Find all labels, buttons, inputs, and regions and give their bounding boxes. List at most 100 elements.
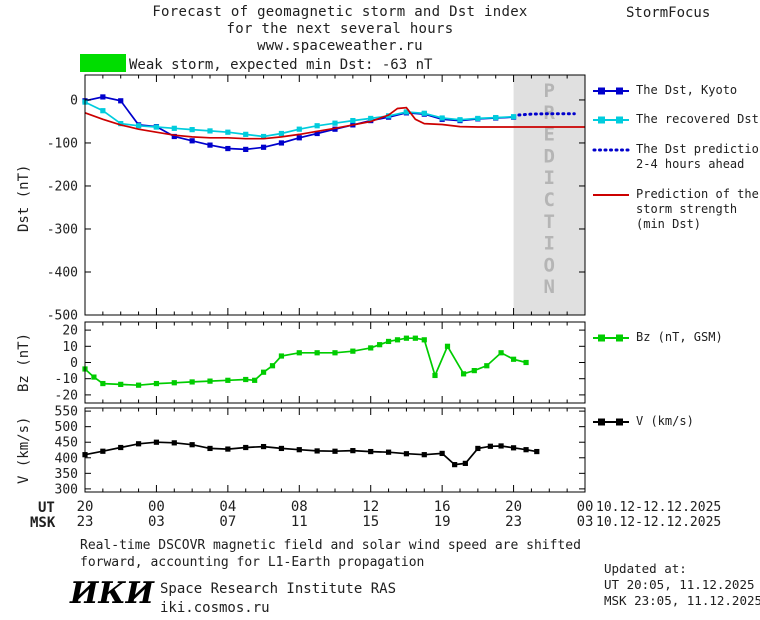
bz-marker <box>135 382 142 388</box>
recovered-dst-line-icon <box>593 116 629 124</box>
bz-marker <box>460 371 467 377</box>
dst-kyoto-marker <box>296 135 302 141</box>
v-marker <box>439 450 445 457</box>
v-line <box>84 441 537 466</box>
ut-tick-label: 20 <box>77 499 94 515</box>
bz-plot-border <box>84 321 586 404</box>
v-marker <box>260 443 267 450</box>
bz-marker <box>207 378 213 384</box>
recovered-dst-marker <box>260 133 267 140</box>
ut-tick-label: 08 <box>291 499 308 515</box>
v-marker <box>243 444 249 451</box>
v-marker <box>350 448 356 454</box>
bz-marker <box>385 338 392 345</box>
v-marker <box>135 441 142 447</box>
recovered-dst-marker <box>403 109 410 115</box>
v-marker <box>100 448 106 454</box>
bz-marker <box>421 337 427 343</box>
dst-kyoto-marker <box>314 130 320 137</box>
bz-marker <box>484 363 490 369</box>
bz-ytick-label: 20 <box>62 324 78 339</box>
storm-level-swatch <box>80 54 126 72</box>
dst-prediction-dotted-line-icon <box>592 148 630 152</box>
bz-marker <box>225 377 231 383</box>
legend-v-label: V (km/s) <box>636 414 694 428</box>
bz-marker <box>394 337 401 343</box>
v-marker <box>534 448 540 455</box>
recovered-dst-marker <box>189 127 195 133</box>
page-title: Forecast of geomagnetic storm and Dst in… <box>100 4 580 55</box>
bz-marker <box>269 363 276 369</box>
iki-logo: ИКИ <box>70 576 154 611</box>
bz-marker <box>118 381 124 387</box>
bz-marker <box>91 374 97 380</box>
recovered-dst-marker <box>296 126 302 132</box>
legend-marker <box>616 116 623 124</box>
msk-tick-label: 03 <box>148 514 165 530</box>
msk-tick-label: 23 <box>77 514 94 530</box>
bz-marker <box>377 342 383 348</box>
bz-line <box>84 337 527 387</box>
dst-kyoto-marker <box>171 133 177 140</box>
msk-tick-label: 15 <box>362 514 379 530</box>
msk-tick-label: 19 <box>434 514 451 530</box>
dst-ytick-label: -300 <box>47 222 78 237</box>
title-line-2: for the next several hours <box>226 21 454 37</box>
propagation-note-line-2: forward, accounting for L1-Earth propaga… <box>80 555 425 570</box>
dst-kyoto-marker <box>243 146 249 153</box>
dst-kyoto-marker <box>118 98 124 104</box>
v-marker <box>225 446 231 452</box>
storm-status-text: Weak storm, expected min Dst: -63 nT <box>129 57 433 73</box>
bz-marker <box>171 380 177 386</box>
bz-ytick-label: 0 <box>70 356 78 371</box>
v-ytick-label: 350 <box>55 467 78 482</box>
dst-plot-border <box>84 74 586 316</box>
bz-marker <box>368 345 374 351</box>
prediction-band-letter: I <box>544 233 555 255</box>
prediction-band-letter: C <box>544 189 555 211</box>
dst-kyoto-marker <box>332 126 338 132</box>
legend-storm-prediction: Prediction of the storm strength (min Ds… <box>592 187 759 232</box>
recovered-dst-marker <box>457 117 463 123</box>
institute-site-link[interactable]: iki.cosmos.ru <box>160 600 270 616</box>
legend-marker <box>616 334 623 342</box>
dst-ytick-label: -200 <box>47 179 78 194</box>
prediction-band-letter: E <box>544 124 555 146</box>
v-marker <box>314 448 320 454</box>
prediction-band-letter: D <box>544 145 555 167</box>
storm-prediction-line-icon <box>593 194 629 196</box>
title-line-1: Forecast of geomagnetic storm and Dst in… <box>152 4 528 20</box>
v-marker <box>510 445 517 451</box>
storm-prediction-line <box>84 106 585 140</box>
v-marker <box>462 460 468 466</box>
legend-marker <box>598 418 605 426</box>
bz-marker <box>314 350 320 356</box>
legend-dst-kyoto: The Dst, Kyoto <box>592 83 737 98</box>
ut-tick-label: 04 <box>219 499 236 515</box>
legend-recovered-dst-label: The recovered Dst <box>636 112 759 126</box>
bz-marker <box>432 372 438 379</box>
bz-marker <box>498 350 504 356</box>
recovered-dst-marker <box>493 114 499 121</box>
dst-axis-title: Dst (nT) <box>16 164 32 232</box>
bz-marker <box>260 369 267 375</box>
bz-marker <box>296 350 302 356</box>
prediction-band-letter: P <box>544 80 555 102</box>
bz-marker <box>471 368 477 374</box>
bz-ytick-label: -20 <box>55 388 78 403</box>
v-marker <box>332 448 338 454</box>
legend-recovered-dst: The recovered Dst <box>592 112 759 127</box>
msk-tick-label: 07 <box>219 514 236 530</box>
bz-marker <box>350 348 356 354</box>
dst-ytick-label: 0 <box>70 93 78 108</box>
recovered-dst-marker <box>100 108 106 114</box>
v-marker <box>523 447 529 453</box>
v-marker <box>189 442 195 448</box>
recovered-dst-marker <box>118 121 124 127</box>
dst-kyoto-marker <box>225 145 231 152</box>
dst-kyoto-marker <box>260 144 267 150</box>
recovered-dst-marker <box>243 131 249 137</box>
legend-dst-prediction-label-1: The Dst prediction <box>636 142 760 156</box>
dst-kyoto-marker <box>278 140 285 146</box>
ut-tick-label: 20 <box>505 499 522 515</box>
